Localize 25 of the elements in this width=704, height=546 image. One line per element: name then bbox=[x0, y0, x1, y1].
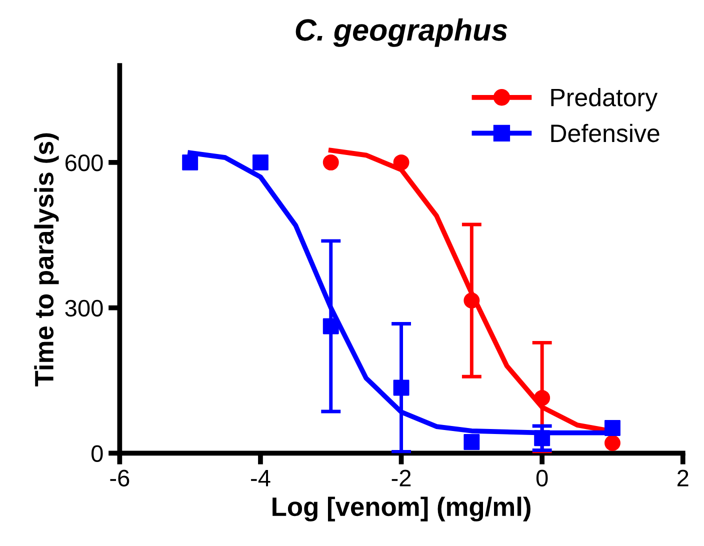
x-tick-label: -4 bbox=[251, 470, 270, 486]
legend-label: Predatory bbox=[551, 88, 658, 112]
point bbox=[182, 154, 198, 170]
chart-title: C. geographus bbox=[296, 18, 508, 47]
y-tick-label: 0 bbox=[92, 445, 103, 462]
point bbox=[393, 380, 410, 396]
point bbox=[464, 292, 480, 309]
point bbox=[322, 318, 339, 334]
point bbox=[322, 154, 339, 170]
x-tick-label: 2 bbox=[678, 470, 688, 486]
point bbox=[393, 154, 410, 170]
point bbox=[464, 434, 480, 450]
x-tick-label: -6 bbox=[110, 470, 130, 486]
point bbox=[534, 430, 550, 446]
point bbox=[604, 420, 620, 436]
point bbox=[534, 390, 550, 406]
x-axis-title: Log [venom] (mg/ml) bbox=[272, 496, 530, 522]
x-tick-label: 0 bbox=[536, 470, 548, 486]
y-axis-title: Time to paralysis (s) bbox=[34, 133, 59, 386]
y-tick-label: 600 bbox=[66, 154, 103, 172]
point bbox=[604, 435, 620, 451]
x-tick-label: -2 bbox=[392, 470, 411, 486]
legend-label: Defensive bbox=[551, 124, 660, 142]
point bbox=[252, 154, 268, 170]
y-tick-label: 300 bbox=[65, 300, 103, 317]
